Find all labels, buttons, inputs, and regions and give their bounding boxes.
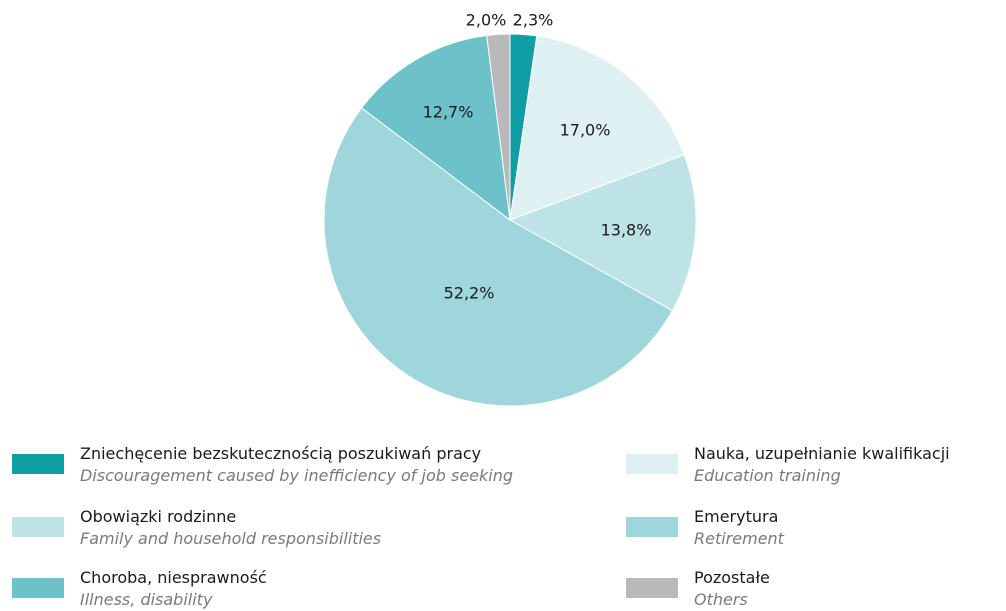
legend-label-pl: Nauka, uzupełnianie kwalifikacji bbox=[694, 444, 950, 463]
legend-swatch-family bbox=[12, 517, 64, 537]
slice-label-education: 17,0% bbox=[560, 121, 611, 140]
legend-swatch-others bbox=[626, 578, 678, 598]
legend-text-education: Nauka, uzupełnianie kwalifikacji Educati… bbox=[694, 443, 950, 487]
legend-label-pl: Obowiązki rodzinne bbox=[80, 507, 237, 526]
legend-swatch-discouragement bbox=[12, 454, 64, 474]
legend-text-discouragement: Zniechęcenie bezskutecznością poszukiwań… bbox=[80, 443, 513, 487]
slice-label-retirement: 52,2% bbox=[444, 284, 495, 303]
legend-label-en: Education training bbox=[694, 466, 841, 485]
pie-slice-others bbox=[486, 33, 511, 221]
legend-label-en: Discouragement caused by inefficiency of… bbox=[80, 466, 514, 485]
pie-slice-family bbox=[508, 154, 697, 312]
pie-slice-illness bbox=[360, 34, 511, 222]
pie-chart: 2,3% 17,0% 13,8% 52,2% 12,7% 2,0% bbox=[323, 11, 697, 407]
legend-label-pl: Pozostałe bbox=[694, 568, 770, 587]
legend-label-en: Illness, disability bbox=[80, 590, 213, 609]
legend-swatch-retirement bbox=[626, 517, 678, 537]
slice-label-illness: 12,7% bbox=[423, 103, 474, 122]
pie-slice-education bbox=[509, 35, 685, 221]
legend-label-en: Retirement bbox=[694, 529, 784, 548]
pie-slice-retirement bbox=[323, 107, 674, 407]
slice-label-discouragement: 2,3% bbox=[513, 11, 554, 30]
legend-text-retirement: Emerytura Retirement bbox=[694, 506, 784, 550]
pie-labels: 2,3% 17,0% 13,8% 52,2% 12,7% 2,0% bbox=[423, 11, 652, 303]
slice-label-family: 13,8% bbox=[601, 221, 652, 240]
legend-label-pl: Zniechęcenie bezskutecznością poszukiwań… bbox=[80, 444, 482, 463]
legend-label-en: Others bbox=[694, 590, 748, 609]
slice-label-others: 2,0% bbox=[466, 11, 507, 30]
legend-text-illness: Choroba, niesprawność Illness, disabilit… bbox=[80, 567, 267, 611]
legend-swatch-illness bbox=[12, 578, 64, 598]
pie-slices bbox=[323, 33, 697, 407]
legend-label-en: Family and household responsibilities bbox=[80, 529, 382, 548]
legend-label-pl: Emerytura bbox=[694, 507, 779, 526]
legend-label-pl: Choroba, niesprawność bbox=[80, 568, 267, 587]
legend-swatch-education bbox=[626, 454, 678, 474]
legend-text-others: Pozostałe Others bbox=[694, 567, 770, 611]
legend-text-family: Obowiązki rodzinne Family and household … bbox=[80, 506, 381, 550]
